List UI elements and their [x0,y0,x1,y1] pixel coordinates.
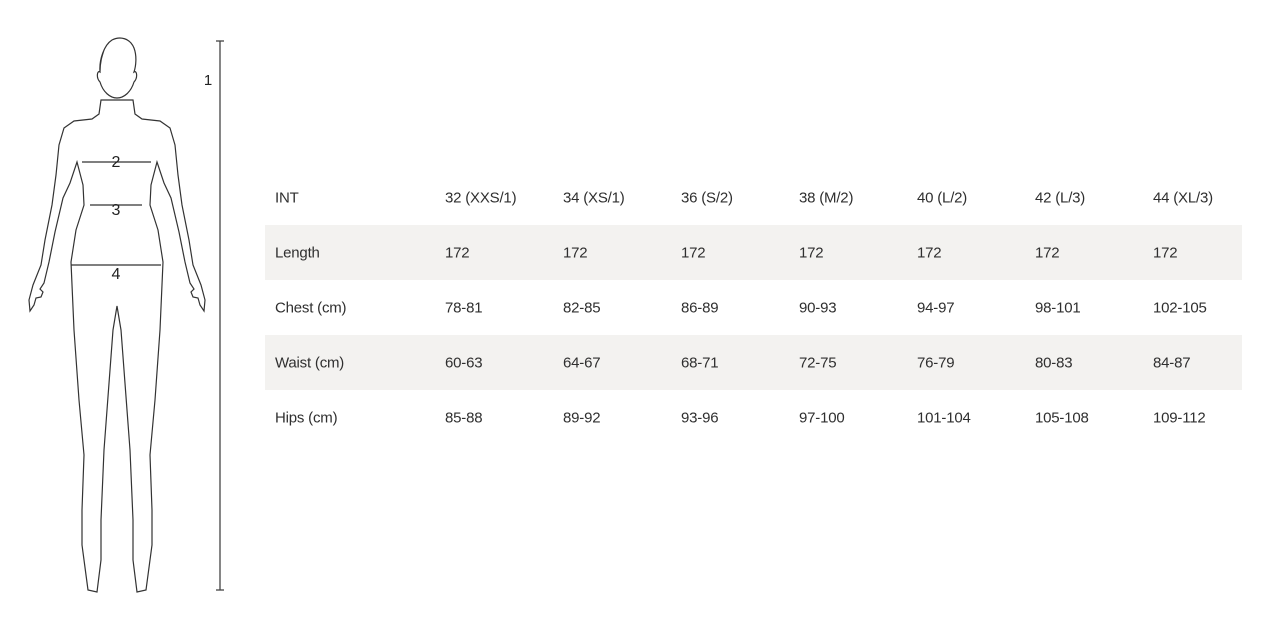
table-cell: 64-67 [563,354,601,371]
header-label: INT [275,189,299,206]
table-row: Hips (cm) 85-88 89-92 93-96 97-100 101-104 105… [265,390,1242,445]
table-cell: 109-112 [1153,409,1206,426]
table-cell: 94-97 [917,299,955,316]
chest-number: 2 [112,154,121,171]
table-row: Length 172 172 172 172 172 172 172 [265,225,1242,280]
table-header-row: INT 32 (XXS/1) 34 (XS/1) 36 (S/2) 38 (M/… [265,170,1242,225]
table-cell: 82-85 [563,299,601,316]
size-header: 36 (S/2) [681,189,733,206]
table-cell: 172 [681,244,706,261]
table-cell: 60-63 [445,354,483,371]
table-cell: 93-96 [681,409,719,426]
head-outline [96,37,138,99]
row-label: Length [275,244,320,261]
table-cell: 172 [445,244,470,261]
size-header: 42 (L/3) [1035,189,1086,206]
table-cell: 172 [563,244,588,261]
table-cell: 97-100 [799,409,845,426]
table-cell: 98-101 [1035,299,1081,316]
size-header: 44 (XL/3) [1153,189,1213,206]
table-cell: 172 [917,244,942,261]
table-cell: 80-83 [1035,354,1073,371]
table-cell: 101-104 [917,409,971,426]
table-cell: 86-89 [681,299,719,316]
table-cell: 90-93 [799,299,837,316]
table-cell: 89-92 [563,409,601,426]
row-label: Chest (cm) [275,299,347,316]
table-cell: 85-88 [445,409,483,426]
body-measurement-figure: 2 3 4 1 [28,37,224,593]
table-cell: 84-87 [1153,354,1191,371]
row-label: Waist (cm) [275,354,345,371]
size-header: 38 (M/2) [799,189,854,206]
waist-number: 3 [112,202,121,219]
size-header: 40 (L/2) [917,189,968,206]
table-row: Chest (cm) 78-81 82-85 86-89 90-93 94-97 98-10… [265,280,1242,335]
size-header: 32 (XXS/1) [445,189,517,206]
table-cell: 76-79 [917,354,955,371]
size-header: 34 (XS/1) [563,189,625,206]
table-cell: 78-81 [445,299,483,316]
size-table: INT 32 (XXS/1) 34 (XS/1) 36 (S/2) 38 (M/… [265,170,1242,445]
table-cell: 102-105 [1153,299,1207,316]
hips-number: 4 [112,266,121,283]
table-cell: 172 [1153,244,1178,261]
body-outline [28,99,206,593]
length-number: 1 [204,72,212,89]
row-label: Hips (cm) [275,409,338,426]
table-cell: 68-71 [681,354,719,371]
table-cell: 172 [1035,244,1060,261]
table-cell: 105-108 [1035,409,1089,426]
table-row: Waist (cm) 60-63 64-67 68-71 72-75 76-79 80-83… [265,335,1242,390]
table-cell: 172 [799,244,824,261]
table-cell: 72-75 [799,354,837,371]
